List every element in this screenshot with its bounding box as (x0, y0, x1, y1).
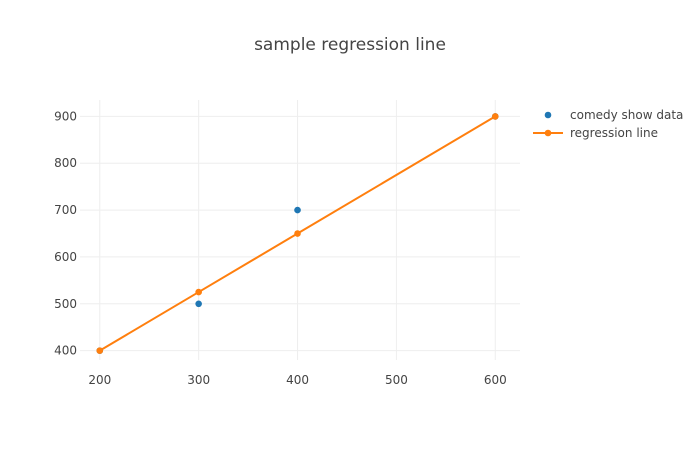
y-tick-label: 900 (54, 109, 77, 123)
legend-item[interactable]: comedy show data (544, 108, 684, 122)
x-tick-label: 400 (286, 373, 309, 387)
x-tick-label: 600 (484, 373, 507, 387)
data-point[interactable] (294, 230, 301, 237)
chart-title: sample regression line (254, 35, 446, 55)
y-tick-label: 800 (54, 156, 77, 170)
y-tick-label: 600 (54, 250, 77, 264)
data-point[interactable] (294, 206, 301, 214)
legend-marker-swatch (544, 111, 552, 119)
y-tick-label: 400 (54, 344, 77, 358)
grid (80, 100, 520, 360)
y-axis-ticks: 400 500 600 700 800 900 (54, 109, 77, 357)
legend[interactable]: comedy show data regression line (533, 108, 683, 140)
x-tick-label: 500 (385, 373, 408, 387)
legend-label: comedy show data (570, 108, 683, 122)
data-point[interactable] (195, 300, 202, 308)
legend-label: regression line (570, 126, 658, 140)
x-tick-label: 300 (187, 373, 210, 387)
data-point[interactable] (195, 288, 202, 296)
y-tick-label: 500 (54, 297, 77, 311)
series-line-1 (99, 115, 496, 352)
y-tick-label: 700 (54, 203, 77, 217)
x-tick-label: 200 (88, 373, 111, 387)
legend-item[interactable]: regression line (533, 126, 658, 140)
data-point[interactable] (96, 347, 104, 354)
plot-series (96, 113, 499, 354)
legend-marker-swatch (544, 129, 552, 137)
x-axis-ticks: 200 300 400 500 600 (88, 373, 506, 387)
data-point[interactable] (491, 113, 499, 120)
